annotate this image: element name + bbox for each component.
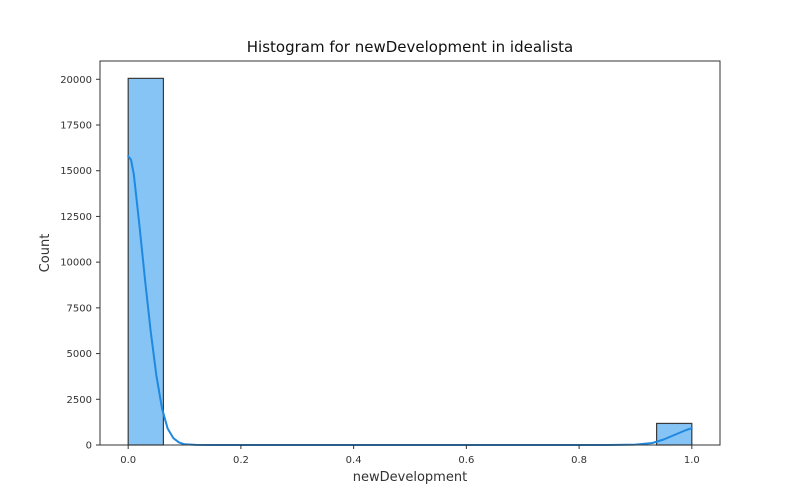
y-tick-label: 2500 — [67, 395, 92, 406]
kde-line — [127, 155, 693, 446]
x-tick-label: 0.8 — [571, 455, 587, 466]
chart-title: Histogram for newDevelopment in idealist… — [247, 38, 574, 56]
y-tick-label: 15000 — [60, 166, 92, 177]
y-tick-label: 17500 — [60, 121, 92, 132]
x-axis-title: newDevelopment — [353, 470, 467, 485]
bars-layer — [127, 77, 693, 446]
kde-layer — [127, 155, 693, 446]
y-ticks-layer: 0 2500 5000 7500 10000 12500 15000 17500 20000 — [60, 75, 100, 452]
x-tick-label: 0.4 — [346, 455, 362, 466]
y-tick-label: 7500 — [67, 303, 92, 314]
x-tick-label: 0.2 — [233, 455, 249, 466]
axes-frame — [99, 60, 721, 446]
y-tick-label: 20000 — [60, 75, 92, 86]
x-tick-label: 0.6 — [458, 455, 474, 466]
y-tick-label: 0 — [86, 441, 92, 452]
x-tick-label: 1.0 — [684, 455, 700, 466]
y-tick-label: 10000 — [60, 258, 92, 269]
x-ticks-layer: 0.0 0.2 0.4 0.6 0.8 1.0 — [120, 445, 700, 466]
y-tick-label: 5000 — [67, 349, 92, 360]
y-axis-title: Count — [38, 234, 53, 273]
x-tick-label: 0.0 — [120, 455, 136, 466]
y-tick-label: 12500 — [60, 212, 92, 223]
